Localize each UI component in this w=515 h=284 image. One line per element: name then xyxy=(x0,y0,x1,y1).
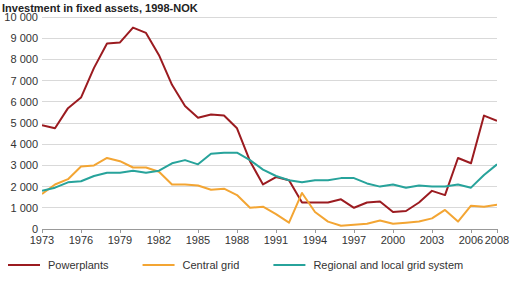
y-tick-label: 10 000 xyxy=(4,11,38,23)
x-tick xyxy=(198,229,199,233)
grid-line xyxy=(42,59,497,60)
x-tick-label: 1988 xyxy=(225,234,249,246)
grid-line xyxy=(42,17,497,18)
plot-area xyxy=(42,28,497,226)
x-tick xyxy=(276,229,277,233)
y-tick-label: 1 000 xyxy=(10,202,38,214)
y-tick-label: 7 000 xyxy=(10,75,38,87)
grid-line xyxy=(42,123,497,124)
grid-line xyxy=(42,165,497,166)
x-tick-label: 2003 xyxy=(420,234,444,246)
x-tick xyxy=(120,229,121,233)
x-tick-label: 1997 xyxy=(342,234,366,246)
x-tick-label: 1982 xyxy=(147,234,171,246)
x-tick-label: 2008 xyxy=(485,234,509,246)
x-tick xyxy=(81,229,82,233)
legend: Powerplants Central grid Regional and loca… xyxy=(8,259,463,271)
y-tick-label: 2 000 xyxy=(10,181,38,193)
x-tick xyxy=(237,229,238,233)
x-tick xyxy=(42,229,43,233)
x-tick-label: 1973 xyxy=(30,234,54,246)
x-tick-label: 2000 xyxy=(381,234,405,246)
legend-swatch xyxy=(143,264,175,266)
x-tick xyxy=(497,229,498,233)
x-tick xyxy=(159,229,160,233)
legend-label: Regional and local grid system xyxy=(313,259,463,271)
grid-line xyxy=(42,229,497,230)
y-tick-label: 9 000 xyxy=(10,32,38,44)
legend-label: Central grid xyxy=(183,259,240,271)
x-tick-label: 1991 xyxy=(264,234,288,246)
y-tick-label: 5 000 xyxy=(10,117,38,129)
x-tick xyxy=(393,229,394,233)
x-tick-label: 2006 xyxy=(459,234,483,246)
series-line xyxy=(42,158,497,226)
series-line xyxy=(42,28,497,212)
series-line xyxy=(42,153,497,191)
y-tick-label: 4 000 xyxy=(10,138,38,150)
grid-line xyxy=(42,80,497,81)
grid-line xyxy=(42,101,497,102)
x-tick-label: 1985 xyxy=(186,234,210,246)
x-tick-label: 1976 xyxy=(69,234,93,246)
grid-line xyxy=(42,144,497,145)
y-tick-label: 3 000 xyxy=(10,159,38,171)
y-tick-label: 6 000 xyxy=(10,96,38,108)
grid-line xyxy=(42,207,497,208)
x-tick xyxy=(354,229,355,233)
grid-line xyxy=(42,38,497,39)
y-tick-label: 8 000 xyxy=(10,53,38,65)
x-tick-label: 1994 xyxy=(303,234,327,246)
x-tick xyxy=(315,229,316,233)
legend-swatch xyxy=(273,264,305,266)
x-tick xyxy=(471,229,472,233)
chart: Investment in fixed assets, 1998-NOK01 0… xyxy=(0,0,515,284)
legend-swatch xyxy=(8,264,40,266)
x-tick xyxy=(432,229,433,233)
x-tick-label: 1979 xyxy=(108,234,132,246)
legend-label: Powerplants xyxy=(48,259,109,271)
